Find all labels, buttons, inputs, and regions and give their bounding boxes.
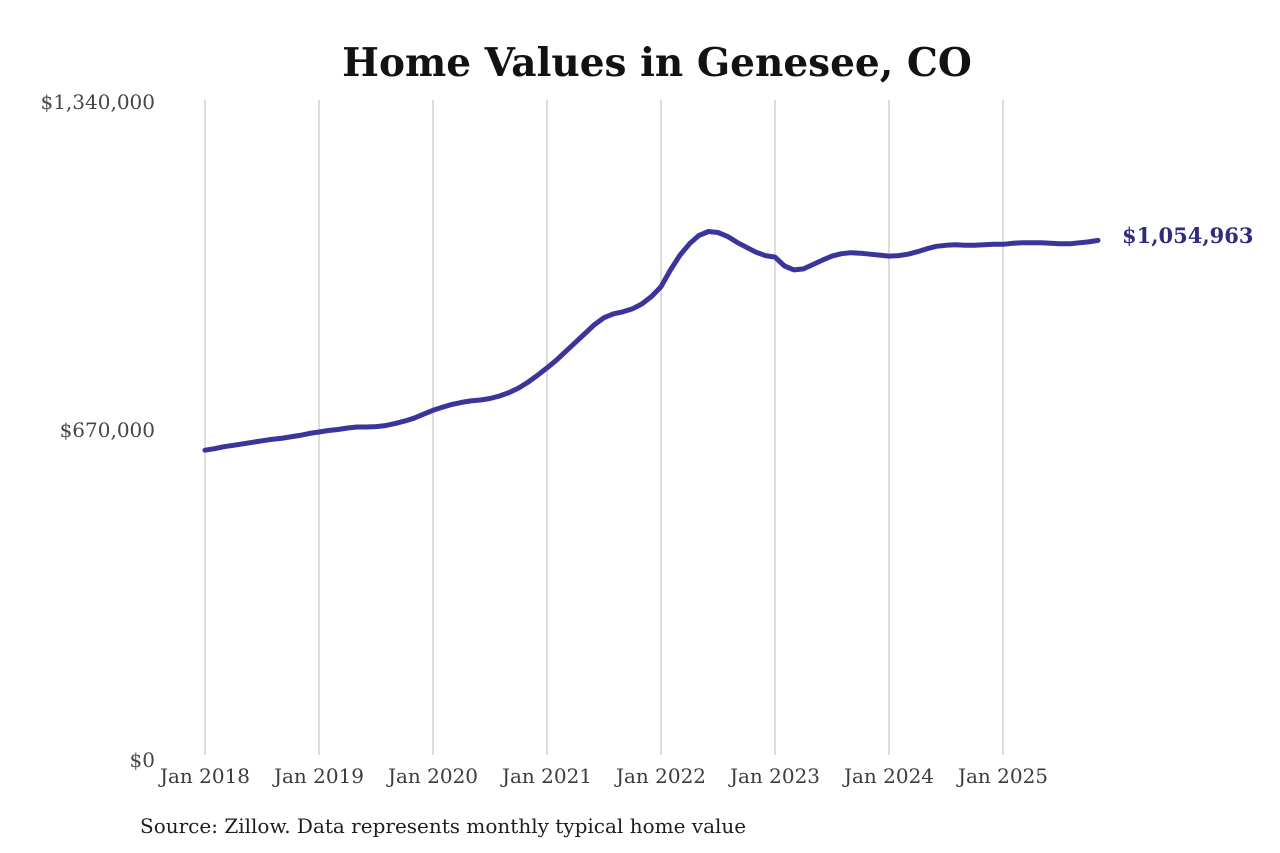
end-value-label: $1,054,963 [1122,223,1254,248]
x-axis-tick-label-2023: Jan 2023 [728,764,820,788]
y-axis-tick-label-2: $1,340,000 [40,90,155,114]
source-note: Source: Zillow. Data represents monthly … [140,814,746,838]
x-axis-tick-label-2021: Jan 2021 [500,764,592,788]
home-value-line-series [202,229,1101,453]
x-axis-tick-label-2024: Jan 2024 [842,764,934,788]
y-axis-tick-label-0: $0 [130,748,155,772]
x-axis-tick-label-2020: Jan 2020 [386,764,478,788]
x-axis-tick-label-2018: Jan 2018 [158,764,250,788]
y-axis-tick-label-1: $670,000 [60,418,155,442]
x-axis-tick-label-2019: Jan 2019 [272,764,364,788]
x-axis-tick-label-2022: Jan 2022 [614,764,706,788]
gridlines [204,100,1004,755]
x-axis-tick-label-2025: Jan 2025 [956,764,1048,788]
chart-title: Home Values in Genesee, CO [342,40,972,86]
